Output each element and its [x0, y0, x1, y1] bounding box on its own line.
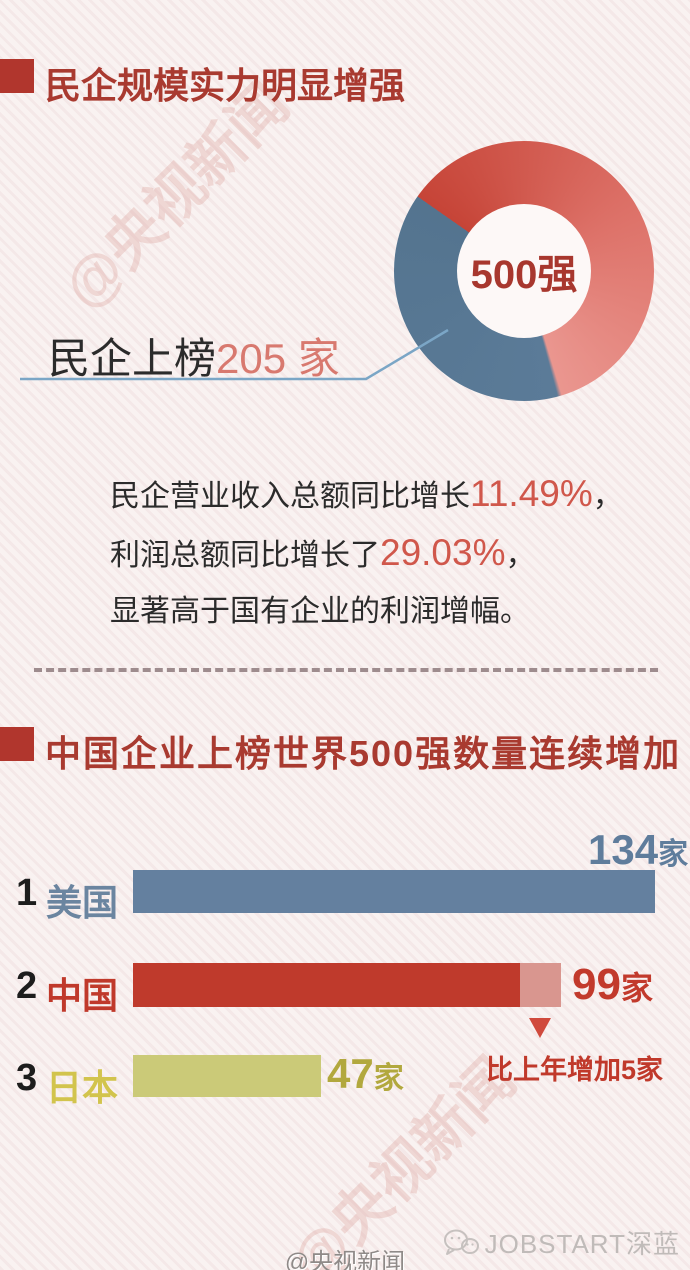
bar-china [133, 963, 520, 1007]
source-stamp: @央视新闻 [284, 1249, 406, 1270]
china-value-number: 99 [572, 960, 621, 1009]
bar-label-china: 中国 [46, 975, 119, 1016]
line2-punct: ， [505, 539, 536, 572]
summary-paragraph: 民企营业收入总额同比增长11.49%， 利润总额同比增长了29.03%， 显著高… [110, 466, 650, 640]
increase-arrow-icon [529, 1018, 551, 1038]
dashed-divider [34, 668, 658, 672]
increase-tip-segment [520, 963, 561, 1007]
donut-chart: 500强 [394, 141, 654, 401]
line2-text: 利润总额同比增长了 [110, 539, 380, 572]
publisher-credit: JOBSTART深蓝 [443, 1224, 680, 1261]
section1-bullet-square [0, 59, 34, 93]
callout-value: 205 家 [216, 335, 340, 382]
bar-usa [133, 870, 655, 913]
bar-japan [133, 1055, 321, 1097]
publisher-credit-label: JOBSTART深蓝 [484, 1229, 680, 1259]
bar-rank-japan: 3 [16, 1057, 38, 1099]
section2-title: 中国企业上榜世界500强数量连续增加 [45, 733, 682, 774]
japan-value-number: 47 [327, 1050, 374, 1097]
paragraph-line-3: 显著高于国有企业的利润增幅。 [110, 584, 650, 640]
donut-center-label: 500强 [470, 253, 578, 297]
donut-hole: 500强 [457, 204, 591, 338]
bar-label-japan: 日本 [46, 1067, 119, 1108]
bar-value-japan: 47家 [327, 1050, 404, 1098]
paragraph-line-1: 民企营业收入总额同比增长11.49%， [110, 466, 650, 525]
japan-value-unit: 家 [373, 1062, 404, 1095]
donut-callout: 民企上榜205 家 [48, 325, 340, 386]
line1-text: 民企营业收入总额同比增长 [110, 480, 470, 513]
line1-value: 11.49% [470, 473, 593, 514]
bar-rank-usa: 1 [16, 872, 38, 914]
increase-annotation: 比上年增加5家 [486, 1055, 664, 1085]
bar-value-usa: 134家 [588, 826, 688, 874]
bar-value-china: 99家 [572, 960, 653, 1010]
chat-bubbles-icon [443, 1229, 479, 1255]
bar-rank-china: 2 [16, 965, 38, 1007]
line1-punct: ， [592, 480, 623, 513]
bar-label-usa: 美国 [46, 882, 119, 923]
usa-value-number: 134 [588, 826, 659, 873]
callout-text: 民企上榜 [48, 335, 217, 382]
china-value-unit: 家 [620, 970, 653, 1006]
line2-value: 29.03% [380, 532, 506, 573]
paragraph-line-2: 利润总额同比增长了29.03%， [110, 525, 650, 584]
section2-bullet-square [0, 727, 34, 761]
usa-value-unit: 家 [658, 838, 689, 871]
line3-text: 显著高于国有企业的利润增幅。 [110, 595, 530, 628]
section1-title: 民企规模实力明显增强 [45, 65, 406, 106]
